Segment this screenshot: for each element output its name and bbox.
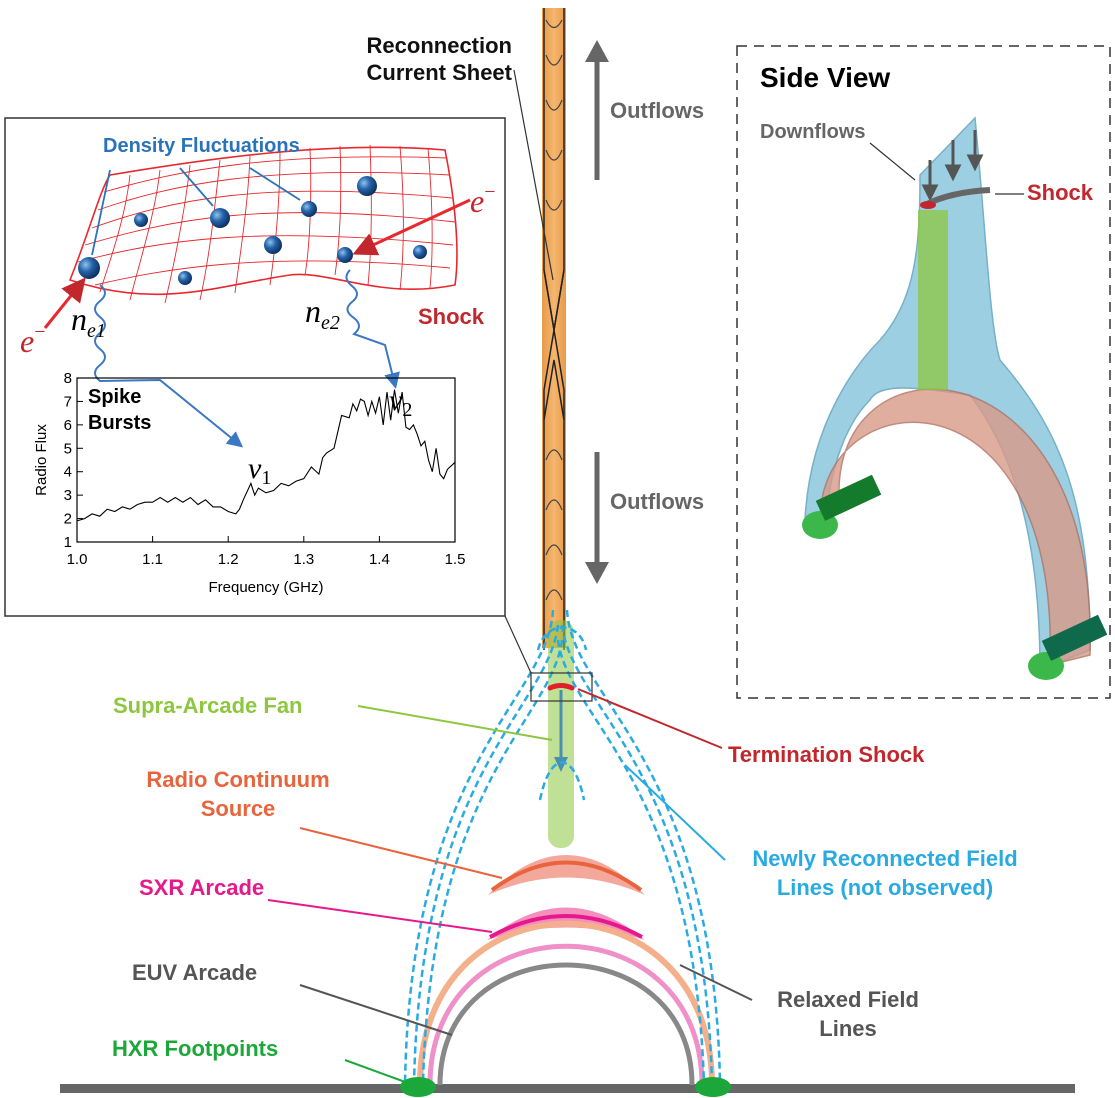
x-tick-label: 1.2 bbox=[218, 551, 239, 568]
x-tick-label: 1.0 bbox=[67, 551, 88, 568]
side-view-panel bbox=[736, 45, 1111, 699]
y-tick-label: 2 bbox=[64, 511, 72, 528]
termination-shock-box bbox=[530, 672, 593, 702]
x-tick-label: 1.3 bbox=[293, 551, 314, 568]
electron-label-right: e− bbox=[470, 181, 495, 219]
sxr-arcade-label: SXR Arcade bbox=[139, 875, 264, 900]
sxr-arcade-pointer bbox=[267, 899, 493, 933]
inset-panel bbox=[4, 117, 506, 617]
side-shock-label: Shock bbox=[1027, 180, 1094, 205]
downflows-pointer bbox=[869, 142, 916, 181]
nu1-annotation: ν1 bbox=[248, 452, 271, 489]
relaxed-field-label-line2: Lines bbox=[819, 1016, 876, 1041]
electron-arrow-left bbox=[43, 277, 86, 329]
plot-frame bbox=[76, 377, 456, 543]
density-ball bbox=[78, 257, 100, 279]
radio-continuum-source-shape bbox=[488, 855, 645, 895]
ne1-label: ne1 bbox=[71, 301, 106, 342]
plot-title-line2: Bursts bbox=[88, 412, 151, 434]
plot-title-line1: Spike bbox=[88, 386, 141, 408]
side-view-title: Side View bbox=[760, 62, 890, 93]
radio-continuum-label-line1: Radio Continuum bbox=[146, 767, 329, 792]
radio-continuum-label-line2: Source bbox=[201, 796, 276, 821]
inset-shock-label: Shock bbox=[418, 304, 485, 329]
density-ball bbox=[264, 236, 282, 254]
x-tick-label: 1.4 bbox=[369, 551, 390, 568]
newly-reconnected-pointer bbox=[624, 764, 726, 861]
newly-reconnected-label-line1: Newly Reconnected Field bbox=[752, 846, 1017, 871]
relaxed-field-label-line1: Relaxed Field bbox=[777, 987, 919, 1012]
ne2-label: ne2 bbox=[305, 293, 340, 334]
outflow-arrow-up bbox=[585, 40, 609, 180]
electron-arrow-right bbox=[352, 198, 471, 256]
spike-bursts-plot: 1.0 1.1 1.2 1.3 1.4 1.5 1 2 3 4 5 6 7 8 Frequency (GH… bbox=[33, 370, 465, 596]
hxr-footpoint-left bbox=[400, 1077, 436, 1097]
euv-arcade-loop bbox=[437, 962, 695, 1086]
side-view-model bbox=[802, 116, 1108, 680]
y-tick-label: 7 bbox=[64, 393, 72, 410]
current-sheet-pointer bbox=[513, 69, 554, 281]
hxr-footpoints-pointer bbox=[344, 1059, 409, 1084]
relaxed-field-orange-loop bbox=[417, 920, 715, 1086]
termination-shock-pointer bbox=[577, 688, 723, 749]
y-tick-label: 4 bbox=[64, 464, 72, 481]
density-fluctuations-label: Density Fluctuations bbox=[103, 135, 300, 157]
euv-arcade-label: EUV Arcade bbox=[132, 960, 257, 985]
y-tick-label: 5 bbox=[64, 440, 72, 457]
density-ball bbox=[357, 176, 377, 196]
y-tick-label: 8 bbox=[64, 370, 72, 387]
relaxed-field-pink-loop bbox=[427, 943, 705, 1086]
downflows-label: Downflows bbox=[760, 121, 866, 143]
density-ball bbox=[134, 213, 148, 227]
density-ball bbox=[178, 271, 192, 285]
nu2-annotation: ν2 bbox=[389, 384, 412, 421]
y-tick-label: 3 bbox=[64, 487, 72, 504]
y-axis-label: Radio Flux bbox=[33, 424, 50, 496]
outflow-arrow-down bbox=[585, 452, 609, 584]
density-ball bbox=[337, 247, 353, 263]
outflows-bottom-label: Outflows bbox=[610, 489, 704, 514]
ground-line bbox=[60, 1084, 1075, 1093]
y-tick-label: 6 bbox=[64, 417, 72, 434]
spectrum-line bbox=[76, 389, 456, 522]
fan-down-arrow bbox=[554, 690, 568, 772]
x-axis-label: Frequency (GHz) bbox=[208, 579, 323, 596]
density-pointer-lines bbox=[91, 167, 301, 256]
hxr-footpoint-right bbox=[695, 1077, 731, 1097]
outflows-top-label: Outflows bbox=[610, 98, 704, 123]
inset-connector-line bbox=[504, 615, 532, 674]
density-ball bbox=[301, 201, 317, 217]
x-tick-label: 1.5 bbox=[445, 551, 466, 568]
plot-tick-labels: 1.0 1.1 1.2 1.3 1.4 1.5 1 2 3 4 5 6 7 8 bbox=[64, 370, 466, 568]
density-fluctuation-balls bbox=[78, 176, 427, 285]
density-ball bbox=[413, 245, 427, 259]
hxr-footpoints-label: HXR Footpoints bbox=[112, 1036, 278, 1061]
x-tick-label: 1.1 bbox=[142, 551, 163, 568]
relaxed-field-pointer bbox=[679, 964, 753, 1001]
current-sheet-label-line1: Reconnection bbox=[367, 33, 512, 58]
supra-arcade-fan-pointer bbox=[357, 705, 553, 741]
euv-arcade-pointer bbox=[299, 984, 453, 1036]
radio-continuum-pointer bbox=[299, 827, 503, 879]
termination-shock-mark bbox=[547, 683, 575, 691]
density-ball bbox=[210, 208, 230, 228]
supra-arcade-fan-label: Supra-Arcade Fan bbox=[113, 693, 303, 718]
termination-shock-label: Termination Shock bbox=[728, 742, 925, 767]
y-tick-label: 1 bbox=[64, 534, 72, 551]
radio-emission-arrows bbox=[94, 269, 400, 448]
current-sheet bbox=[542, 8, 566, 650]
electron-label-left: e− bbox=[20, 321, 45, 359]
current-sheet-label-line2: Current Sheet bbox=[367, 60, 513, 85]
plot-ticks bbox=[76, 377, 456, 543]
newly-reconnected-label-line2: Lines (not observed) bbox=[777, 875, 993, 900]
